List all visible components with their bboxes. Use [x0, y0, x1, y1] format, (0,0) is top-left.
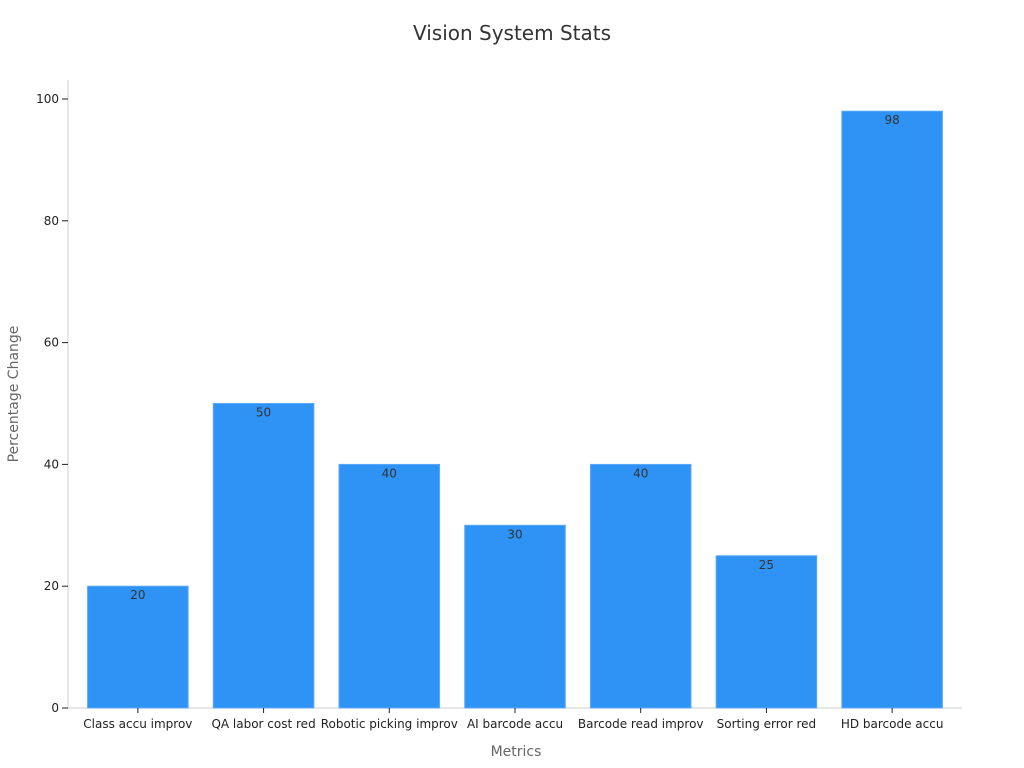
data-label: 40: [382, 466, 397, 480]
data-label: 40: [633, 466, 648, 480]
data-label: 25: [759, 558, 774, 572]
x-tick-label: Sorting error red: [717, 717, 817, 731]
y-tick-label: 20: [44, 579, 59, 593]
y-tick-label: 100: [36, 92, 59, 106]
y-tick-label: 80: [44, 214, 59, 228]
x-tick-label: Class accu improv: [83, 717, 192, 731]
data-label: 30: [507, 527, 522, 541]
x-tick-label: AI barcode accu: [467, 717, 563, 731]
bars-group: [87, 110, 943, 709]
bar[interactable]: [87, 585, 189, 709]
y-axis-ticks: 0 20 40 60 80 100: [36, 92, 68, 715]
y-axis-label: Percentage Change: [6, 326, 22, 463]
bar[interactable]: [715, 555, 818, 709]
bar[interactable]: [338, 463, 441, 709]
y-tick-label: 60: [44, 336, 59, 350]
x-tick-label: HD barcode accu: [841, 717, 944, 731]
x-axis-label: Metrics: [491, 744, 542, 760]
y-tick-label: 40: [44, 457, 59, 471]
x-tick-label: Barcode read improv: [578, 717, 704, 731]
bar[interactable]: [212, 403, 315, 709]
bar[interactable]: [841, 110, 943, 709]
x-tick-label: QA labor cost red: [211, 717, 315, 731]
bar[interactable]: [464, 524, 566, 709]
data-label: 20: [130, 588, 145, 602]
data-labels-group: 20 50 40 30 40 25 98: [130, 113, 900, 602]
chart-title: Vision System Stats: [413, 21, 611, 45]
data-label: 50: [256, 406, 271, 420]
x-tick-label: Robotic picking improv: [321, 717, 458, 731]
y-tick-label: 0: [51, 701, 59, 715]
x-axis-ticks: Class accu improv QA labor cost red Roboti…: [83, 708, 943, 731]
data-label: 98: [885, 113, 900, 127]
bar[interactable]: [589, 463, 692, 709]
